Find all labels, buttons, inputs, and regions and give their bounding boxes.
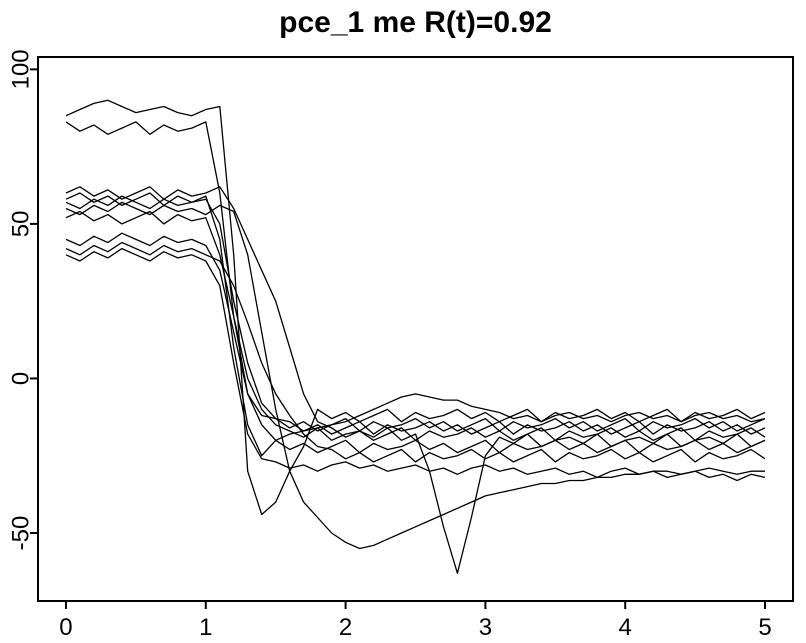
series-line-7 <box>65 232 766 441</box>
plot-box <box>37 56 794 602</box>
x-axis-tick-label: 0 <box>59 614 72 641</box>
y-axis-tick-label: -50 <box>7 516 34 551</box>
series-line-6 <box>65 210 766 574</box>
series-line-10 <box>65 192 766 435</box>
series-line-1 <box>65 121 766 432</box>
series-line-3 <box>65 186 766 441</box>
x-axis-tick-label: 4 <box>619 614 632 641</box>
x-axis-tick-label: 2 <box>339 614 352 641</box>
series-line-8 <box>65 241 766 463</box>
series-line-4 <box>65 195 766 457</box>
y-axis-tick-label: 0 <box>7 372 34 385</box>
series-line-2 <box>65 99 766 516</box>
x-axis-tick-label: 5 <box>758 614 771 641</box>
x-axis-tick-label: 1 <box>199 614 212 641</box>
y-axis-tick-label: 50 <box>7 211 34 238</box>
y-axis-tick-label: 100 <box>7 49 34 89</box>
series-line-9 <box>65 247 766 482</box>
chart-title: pce_1 me R(t)=0.92 <box>279 6 552 39</box>
x-axis-tick-label: 3 <box>479 614 492 641</box>
